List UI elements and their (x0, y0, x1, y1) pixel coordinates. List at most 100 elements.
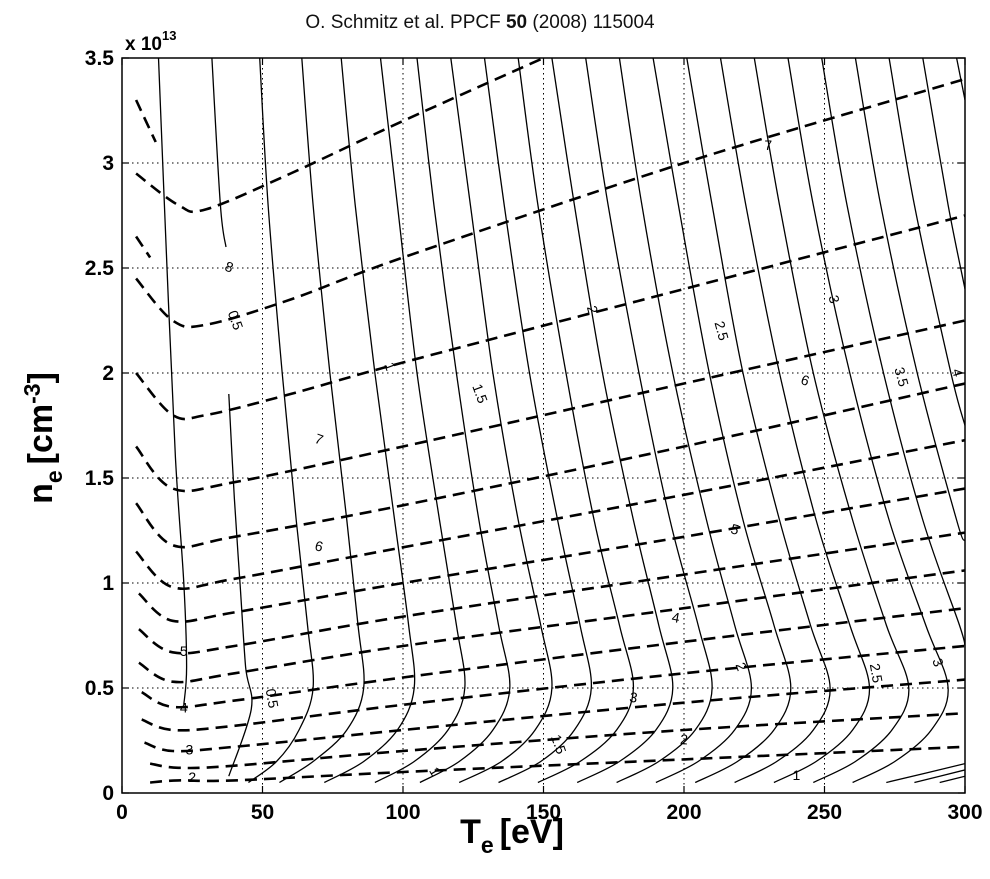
contour-label: 1 (381, 360, 399, 373)
contour-label: 6 (799, 371, 812, 389)
y-multiplier: x 1013 (125, 28, 176, 55)
solid-contour-line (753, 58, 910, 784)
solid-contour-line (652, 58, 792, 784)
contour-label: 1 (426, 764, 444, 779)
contour-label: 2.5 (867, 662, 886, 684)
y-axis-label-sub: e (41, 470, 67, 483)
x-tick-label: 100 (385, 801, 420, 824)
contour-label: 2 (188, 769, 196, 785)
solid-contour-line (157, 58, 188, 705)
dashed-contour-line (141, 644, 965, 732)
dashed-contour-line (141, 606, 965, 709)
contour-label: 2 (680, 731, 689, 748)
x-axis-label: Te [eV] (460, 813, 564, 858)
x-axis-label-main: T (460, 813, 481, 851)
solid-contour-line (821, 58, 965, 647)
y-tick-label: 0 (102, 782, 114, 805)
citation-prefix: O. Schmitz et al. PPCF (305, 12, 506, 33)
contour-label: 5 (729, 521, 741, 539)
x-axis-label-sub: e (481, 832, 494, 858)
solid-contour-line (374, 58, 466, 784)
solid-contour-line (416, 58, 511, 784)
dashed-contour-line (138, 569, 965, 684)
y-multiplier-exp: 13 (162, 28, 176, 43)
solid-contour-line (888, 58, 965, 426)
dashed-contour-line (135, 214, 965, 421)
contour-labels: 8 0.5 1 1.5 2 2.5 3 3.5 4 7 7 6 6 5 5 4 4 3 3 2 2 2 2.5 3 0.5 1.5… (180, 137, 967, 785)
contour-label: 3 (628, 689, 639, 706)
contour-label: 3.5 (891, 365, 912, 388)
solid-contour-line (450, 58, 553, 784)
x-tick-label: 150 (526, 801, 561, 824)
solid-contour-line (854, 58, 965, 542)
contour-label: 2.5 (712, 319, 733, 342)
solid-contour-line (787, 58, 949, 784)
citation: O. Schmitz et al. PPCF 50 (2008) 115004 (305, 12, 655, 33)
y-axis-label-main: n (22, 483, 60, 504)
solid-contour-line (211, 58, 227, 248)
dashed-contour-line (138, 531, 965, 655)
dashed-contour-line (149, 711, 965, 770)
solid-contour-line (914, 769, 965, 784)
x-tick-label: 200 (666, 801, 701, 824)
solid-contour-line (279, 58, 365, 784)
x-tick-label: 50 (251, 801, 274, 824)
dashed-contour-line (135, 77, 965, 329)
y-axis-label-unit-close: ] (22, 372, 60, 383)
solid-contour-line (323, 58, 416, 784)
contour-label: 4 (671, 609, 682, 626)
contour-label: 5 (180, 643, 188, 659)
y-axis-label-group: ne [cm-3] (19, 372, 67, 504)
x-tick-label: 0 (116, 801, 128, 824)
y-tick-label: 2 (102, 362, 114, 385)
solid-contour-line (686, 58, 831, 784)
dashed-contour-line (135, 58, 545, 214)
contour-label: 1 (793, 767, 801, 783)
citation-suffix: (2008) 115004 (527, 12, 655, 33)
solid-contour-line (922, 58, 965, 290)
solid-contour-line (228, 393, 253, 777)
x-tick-label: 250 (807, 801, 842, 824)
y-tick-label: 1.5 (85, 467, 115, 490)
y-tick-label: 3.5 (85, 47, 115, 70)
contour-label: 6 (313, 537, 325, 555)
dashed-contour-line (135, 438, 965, 591)
contour-label: 2 (584, 304, 602, 316)
contour-label: 8 (223, 258, 236, 276)
citation-volume: 50 (506, 12, 527, 33)
contour-label: 1.5 (469, 382, 491, 406)
y-multiplier-text: x 10 (125, 34, 162, 55)
contour-label: 1.5 (548, 732, 570, 756)
dashed-contour-line (135, 382, 965, 549)
y-tick-label: 1 (102, 572, 114, 595)
contour-label: 0.5 (225, 308, 247, 332)
y-axis-label: ne [cm-3] (19, 372, 67, 504)
contour-label: 3 (825, 293, 843, 305)
y-axis-label-unit-exp: -3 (19, 383, 45, 403)
solid-contour-line (719, 58, 871, 784)
solid-contour-line (551, 58, 674, 784)
x-axis-label-unit: [eV] (500, 813, 564, 851)
y-tick-label: 3 (102, 152, 114, 175)
y-tick-label: 2.5 (85, 257, 115, 280)
contour-lines (134, 58, 965, 784)
solid-contour-line (248, 58, 315, 784)
dashed-contour-line (135, 319, 965, 493)
dashed-contour-line (138, 487, 965, 624)
contour-label: 3 (929, 656, 947, 669)
solid-contour-line (585, 58, 713, 784)
solid-contour-line (618, 58, 753, 784)
solid-contour-line (955, 58, 965, 101)
contour-label: 7 (764, 137, 772, 153)
x-tick-label: 300 (947, 801, 982, 824)
solid-contour-line (483, 58, 592, 784)
solid-contour-line (939, 775, 965, 784)
dashed-contour-line (144, 678, 965, 753)
contour-label: 4 (180, 700, 188, 716)
contour-label: 4 (949, 367, 967, 379)
contour-label: 2 (733, 660, 751, 673)
dashed-contour-line (135, 235, 152, 259)
solid-contour-line (517, 58, 635, 784)
contour-label: 0.5 (263, 687, 282, 709)
